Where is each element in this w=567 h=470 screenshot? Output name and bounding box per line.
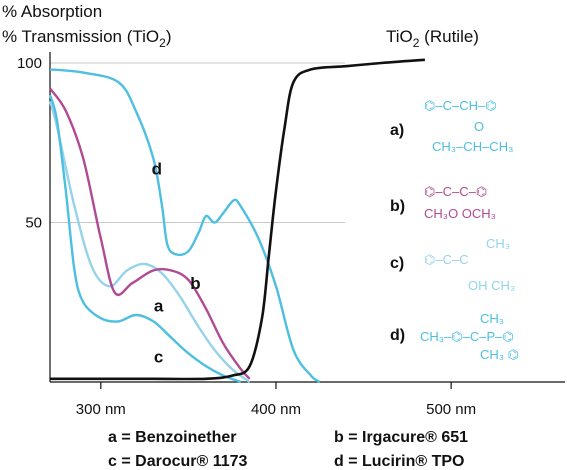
structure-a-line3: CH₃–CH–CH₃ [432, 139, 513, 154]
series-rutile-line [50, 58, 425, 381]
structure-b-label: b) [390, 198, 405, 215]
series-c-line [48, 94, 242, 384]
legend-c: c = Darocur® 1173 [108, 453, 248, 470]
structure-d-line2: CH₃–⌬–C–P–⌬ [420, 329, 514, 344]
structure-c-line1: CH₃ [486, 236, 510, 251]
legend-d: d = Lucirin® TPO [334, 453, 464, 470]
legend-b: b = Irgacure® 651 [334, 429, 468, 446]
y-tick-100: 100 [17, 55, 42, 72]
curve-label-d: d [152, 159, 162, 178]
x-tick-400: 400 nm [251, 401, 301, 418]
structure-d: d) CH₃ CH₃–⌬–C–P–⌬ CH₃ ⌬ [390, 311, 519, 362]
rutile-label: TiO2 (Rutile) [386, 27, 479, 50]
structure-d-label: d) [390, 327, 405, 344]
series-b-line [49, 87, 251, 380]
series-a-line [48, 100, 251, 383]
structure-a: a) ⌬–C–CH–⌬ O CH₃–CH–CH₃ [390, 98, 513, 154]
structure-b-line2: CH₃O OCH₃ [424, 206, 496, 221]
curve-label-c: c [154, 347, 163, 366]
y-axis-title-line1: % Absorption [2, 2, 102, 21]
structure-d-line1: CH₃ [480, 311, 504, 326]
x-tick-300: 300 nm [76, 401, 126, 418]
curve-label-b: b [190, 274, 200, 293]
structure-a-label: a) [390, 122, 404, 139]
structure-b: b) ⌬–C–C–⌬ CH₃O OCH₃ [390, 184, 496, 221]
structure-c: c) CH₃ ⌬–C–C OH CH₃ [390, 236, 515, 293]
legend-a: a = Benzoinether [108, 429, 236, 446]
structure-a-line2: O [474, 119, 484, 134]
structure-c-line2: ⌬–C–C [424, 252, 469, 267]
structure-a-line1: ⌬–C–CH–⌬ [424, 98, 497, 113]
y-tick-50: 50 [25, 215, 42, 232]
series-d-line [49, 68, 321, 384]
x-tick-500: 500 nm [426, 401, 476, 418]
structure-c-label: c) [390, 255, 404, 272]
y-axis-title-line2: % Transmission (TiO2) [2, 27, 171, 50]
structure-b-line1: ⌬–C–C–⌬ [424, 184, 487, 199]
curve-label-a: a [154, 296, 164, 315]
structure-d-line3: CH₃ ⌬ [480, 347, 519, 362]
structure-c-line3: OH CH₃ [468, 278, 515, 293]
